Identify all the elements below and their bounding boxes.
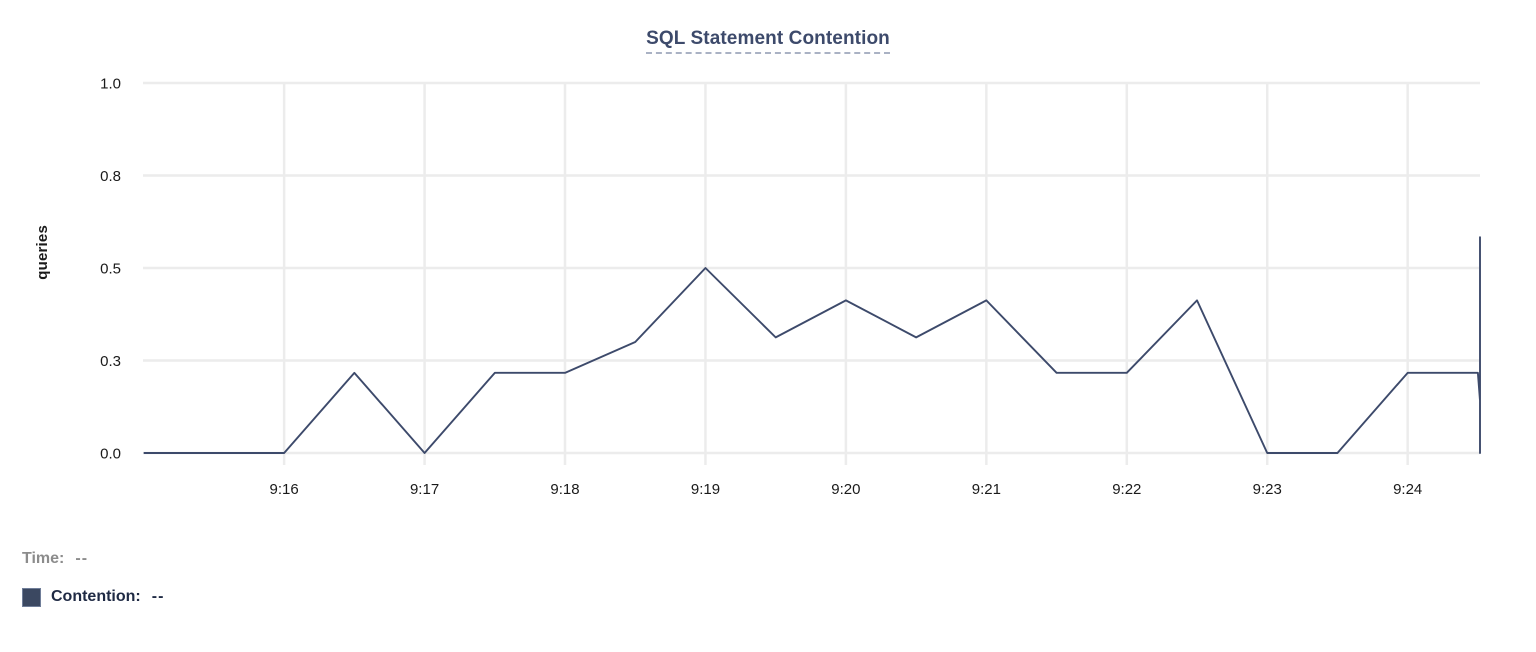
x-tick-labels: 9:16 9:17 9:18 9:19 9:20 9:21 9:22 9:23 9:24 <box>270 481 1423 498</box>
line-chart-svg[interactable]: 0.0 0.3 0.5 0.8 1.0 9:16 9:17 9:18 9:19 9:20 9:21… <box>0 0 1536 520</box>
plot-area[interactable]: 0.0 0.3 0.5 0.8 1.0 9:16 9:17 9:18 9:19 9:20 9:21… <box>0 0 1536 520</box>
series-color-swatch-icon <box>22 587 41 607</box>
y-tick-label: 0.8 <box>100 168 121 185</box>
x-gridlines <box>282 83 1409 465</box>
y-tick-labels: 0.0 0.3 0.5 0.8 1.0 <box>100 76 121 463</box>
page-title: SQL Statement Contention <box>0 28 1536 54</box>
x-tick-label: 9:23 <box>1253 481 1282 498</box>
y-tick-label: 1.0 <box>100 76 121 93</box>
chart-readout: Time: -- Contention: -- <box>22 540 722 616</box>
readout-row-time: Time: -- <box>22 540 722 578</box>
y-tick-label: 0.5 <box>100 261 121 278</box>
series-value: -- <box>151 588 165 605</box>
x-tick-label: 9:21 <box>972 481 1001 498</box>
x-tick-label: 9:16 <box>270 481 299 498</box>
x-tick-label: 9:20 <box>831 481 860 498</box>
series-line-contention <box>143 236 1481 454</box>
y-tick-label: 0.3 <box>100 353 121 370</box>
time-label: Time: <box>22 550 65 567</box>
chart-title-text: SQL Statement Contention <box>646 28 890 54</box>
x-tick-label: 9:18 <box>550 481 579 498</box>
x-tick-label: 9:24 <box>1393 481 1422 498</box>
x-tick-label: 9:22 <box>1112 481 1141 498</box>
legend-item-contention[interactable]: Contention: -- <box>22 578 722 616</box>
y-gridlines <box>143 81 1480 455</box>
x-tick-label: 9:17 <box>410 481 439 498</box>
series-label: Contention: <box>51 588 141 605</box>
time-value: -- <box>75 550 89 567</box>
x-tick-label: 9:19 <box>691 481 720 498</box>
y-tick-label: 0.0 <box>100 446 121 463</box>
